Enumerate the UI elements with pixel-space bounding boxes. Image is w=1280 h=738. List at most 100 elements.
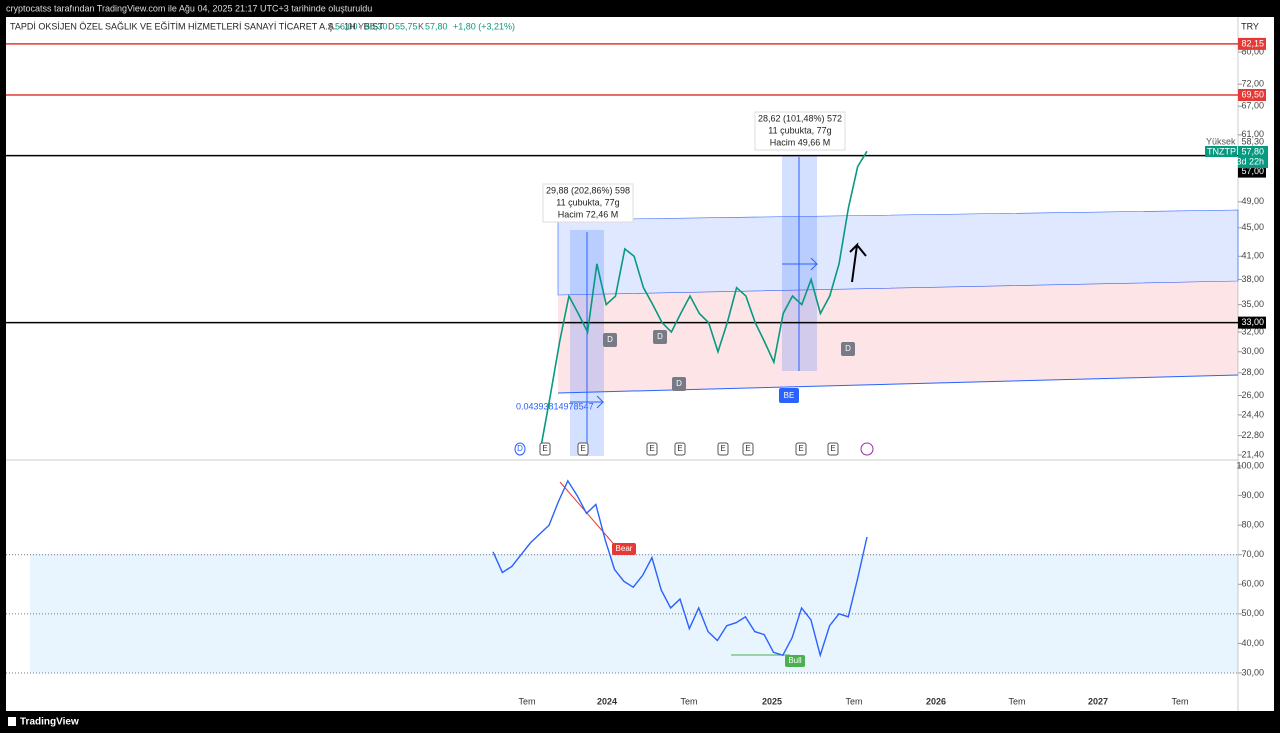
countdown: 3d 22h — [1236, 156, 1264, 166]
event-badge — [742, 442, 754, 456]
y-tick-label: 38,00 — [1241, 274, 1264, 284]
y-tick-label: 80,00 — [1241, 46, 1264, 56]
event: E — [830, 444, 835, 453]
y-tick-label: 70,00 — [1241, 549, 1264, 559]
measure-label — [754, 111, 846, 151]
y-tick-label: 30,00 — [1241, 346, 1264, 356]
measure-text: 28,62 (101,48%) 572 — [758, 113, 842, 123]
logo — [8, 717, 16, 726]
time-label: 2024 — [597, 696, 617, 706]
be: BE — [784, 391, 795, 400]
ohlc-value: 58,30 — [365, 21, 388, 31]
y-tick-label: 21,40 — [1241, 449, 1264, 459]
brand: TradingView — [20, 717, 79, 728]
time-label: 2025 — [762, 696, 782, 706]
level-label: 69,50 — [1241, 89, 1264, 99]
channel-lower — [558, 281, 1238, 393]
event-badge — [577, 442, 589, 456]
dividend-badge — [672, 377, 686, 391]
event: D — [517, 444, 523, 453]
dividend: D — [676, 379, 682, 388]
y-tick-label: 41,00 — [1241, 251, 1264, 261]
high-value: 58,30 — [1241, 136, 1264, 146]
dividend: D — [845, 344, 851, 353]
event-badge — [795, 442, 807, 456]
time-label: 2027 — [1088, 696, 1108, 706]
measure-text: 11 çubukta, 77g — [556, 197, 619, 207]
time-label: Tem — [518, 696, 535, 706]
dividend-badge — [653, 330, 667, 344]
measure-text: 29,88 (202,86%) 598 — [546, 185, 630, 195]
event: E — [798, 444, 803, 453]
level-badge — [1238, 89, 1266, 102]
split-icon — [860, 442, 874, 456]
event-badge — [646, 442, 658, 456]
ohlc-label: D — [388, 21, 395, 31]
time-label: Tem — [845, 696, 862, 706]
level-badge — [1238, 316, 1266, 329]
ticker-badge — [1205, 146, 1237, 157]
level-label: 57,00 — [1241, 166, 1264, 176]
y-tick-label: 50,00 — [1241, 608, 1264, 618]
y-tick-label: 100,00 — [1236, 460, 1264, 470]
y-tick-label: 60,00 — [1241, 579, 1264, 589]
y-tick-label: 72,00 — [1241, 79, 1264, 89]
y-tick-label: 49,00 — [1241, 196, 1264, 206]
level-label: 82,15 — [1241, 38, 1264, 48]
y-tick-label: 26,00 — [1241, 390, 1264, 400]
event: E — [745, 444, 750, 453]
y-tick-label: 30,00 — [1241, 667, 1264, 677]
event: E — [542, 444, 547, 453]
be-badge — [779, 388, 799, 403]
bear: Bear — [616, 544, 633, 553]
ohlc-value: 55,75 — [395, 21, 418, 31]
time-label: Tem — [1008, 696, 1025, 706]
y-tick-label: 61,00 — [1241, 129, 1264, 139]
measure-text: Hacim 72,46 M — [558, 209, 619, 219]
time-label: Tem — [680, 696, 697, 706]
ohlc-label: A — [328, 21, 334, 31]
channel-value: 0.04393814978547 — [516, 401, 594, 411]
ohlc-value: 56,00 — [335, 21, 358, 31]
channel-upper — [557, 209, 1239, 296]
price-line — [540, 150, 868, 447]
event-badge — [717, 442, 729, 456]
level-label: 33,00 — [1241, 317, 1264, 327]
time-label: Tem — [1171, 696, 1188, 706]
y-tick-label: 67,00 — [1241, 101, 1264, 111]
bear-badge — [612, 543, 636, 555]
event-badge — [674, 442, 686, 456]
dividend: D — [607, 335, 613, 344]
dividend-badge — [841, 342, 855, 356]
arrow — [570, 395, 605, 409]
event: E — [677, 444, 682, 453]
chart-area — [6, 17, 1274, 711]
level-badge — [1238, 37, 1266, 50]
measure-text: Hacim 49,66 M — [770, 137, 831, 147]
ticker: TNZTP — [1207, 146, 1236, 156]
event-badge — [514, 442, 526, 456]
currency: TRY — [1241, 21, 1259, 31]
last-badge — [1238, 146, 1268, 168]
ohlc-label: K — [418, 21, 424, 31]
y-tick-label: 35,00 — [1241, 299, 1264, 309]
y-tick-label: 40,00 — [1241, 638, 1264, 648]
rsi-line — [492, 479, 868, 658]
y-tick-label: 80,00 — [1241, 520, 1264, 530]
dividend: D — [657, 332, 663, 341]
dividend-badge — [603, 333, 617, 347]
measure-text: 11 çubukta, 77g — [768, 125, 831, 135]
event-badge — [539, 442, 551, 456]
y-tick-label: 24,40 — [1241, 409, 1264, 419]
time-label: 2026 — [926, 696, 946, 706]
event: E — [580, 444, 585, 453]
level-badge — [1238, 165, 1266, 178]
symbol: TAPDİ OKSİJEN ÖZEL SAĞLIK VE EĞİTİM HİZM… — [10, 21, 384, 31]
divergence — [559, 481, 619, 550]
bull-badge — [785, 655, 805, 667]
high-label: Yüksek — [1206, 136, 1236, 146]
change: +1,80 (+3,21%) — [453, 21, 515, 31]
event: E — [720, 444, 725, 453]
measure-label — [542, 183, 634, 223]
